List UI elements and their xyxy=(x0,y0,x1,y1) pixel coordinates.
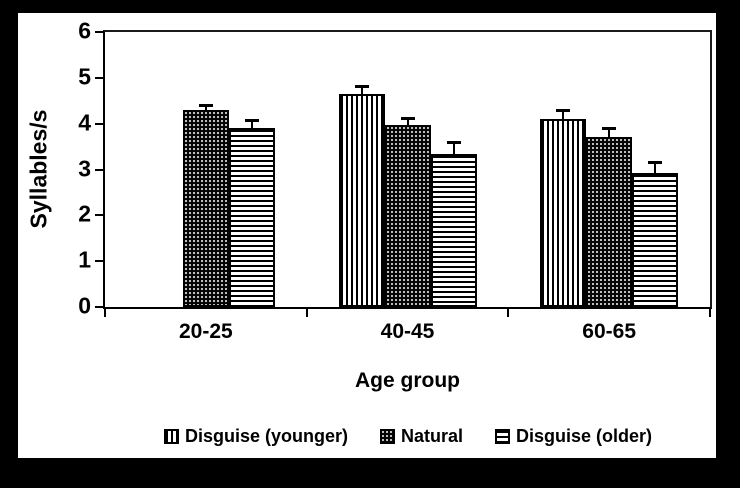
y-axis-tick xyxy=(95,214,104,217)
y-axis-tick-label: 5 xyxy=(78,63,91,90)
x-axis-tick xyxy=(507,308,510,317)
legend-item: Natural xyxy=(379,426,463,447)
error-bar-stem xyxy=(452,142,455,155)
y-axis-tick-label: 6 xyxy=(78,17,91,44)
x-axis-title: Age group xyxy=(355,369,460,392)
y-axis-tick xyxy=(95,76,104,79)
y-axis-title: Syllables/s xyxy=(25,109,52,229)
error-bar-cap xyxy=(556,109,571,113)
error-bar-stem xyxy=(654,162,657,174)
x-axis-category-label: 60-65 xyxy=(582,320,637,343)
legend-item: Disguise (younger) xyxy=(163,426,348,447)
error-bar-cap xyxy=(198,104,213,108)
x-axis-category-label: 40-45 xyxy=(380,320,435,343)
y-axis-tick xyxy=(95,122,104,125)
x-axis-tick xyxy=(305,308,308,317)
error-bar-cap xyxy=(602,127,617,131)
bar-dots xyxy=(384,124,431,307)
chart-panel: Syllables/s 0 1 2 3 4 5 6 20-25 40-45 60-65 Age g… xyxy=(18,13,716,458)
y-axis-tick-label: 2 xyxy=(78,200,91,227)
error-bar-cap xyxy=(400,117,415,121)
legend-item: Disguise (older) xyxy=(495,426,652,447)
y-axis-tick-label: 4 xyxy=(78,109,91,136)
error-bar-stem xyxy=(250,120,253,129)
error-bar-cap xyxy=(354,84,369,88)
plot-area: 0 1 2 3 4 5 6 20-25 40-45 60-65 xyxy=(78,19,712,343)
y-axis-tick xyxy=(95,168,104,171)
y-axis-tick-label: 3 xyxy=(78,155,91,182)
bar-vertical-stripes xyxy=(540,119,587,307)
y-axis-tick-label: 1 xyxy=(78,246,91,273)
x-axis-tick xyxy=(104,308,106,317)
error-bar-stem xyxy=(406,118,409,125)
y-axis-tick xyxy=(95,31,104,33)
x-axis-tick xyxy=(709,308,711,317)
legend-swatch-horizontal-stripes-icon xyxy=(495,429,510,444)
bar-dots xyxy=(586,137,633,307)
legend: Disguise (younger) Natural Disguise (older… xyxy=(78,426,738,447)
legend-label: Natural xyxy=(400,426,463,446)
legend-label: Disguise (older) xyxy=(516,426,653,446)
bar-vertical-stripes xyxy=(338,93,385,307)
error-bar-stem xyxy=(608,128,611,138)
y-axis-tick-label: 0 xyxy=(78,292,91,319)
legend-swatch-vertical-stripes-icon xyxy=(163,429,179,444)
legend-label: Disguise (younger) xyxy=(184,426,348,446)
bar-horizontal-stripes xyxy=(632,173,679,307)
error-bar-stem xyxy=(562,110,565,120)
legend-swatch-dots-icon xyxy=(379,429,395,444)
error-bar-cap xyxy=(446,141,461,145)
error-bar-cap xyxy=(244,119,259,123)
error-bar-stem xyxy=(204,105,207,110)
error-bar-stem xyxy=(360,85,363,94)
error-bar-cap xyxy=(648,161,663,165)
bar-dots xyxy=(182,109,229,307)
bar-horizontal-stripes xyxy=(430,154,477,307)
y-axis-tick xyxy=(95,260,104,263)
bar-horizontal-stripes xyxy=(228,128,275,307)
y-axis-tick xyxy=(95,306,104,308)
x-axis-category-label: 20-25 xyxy=(178,320,233,343)
